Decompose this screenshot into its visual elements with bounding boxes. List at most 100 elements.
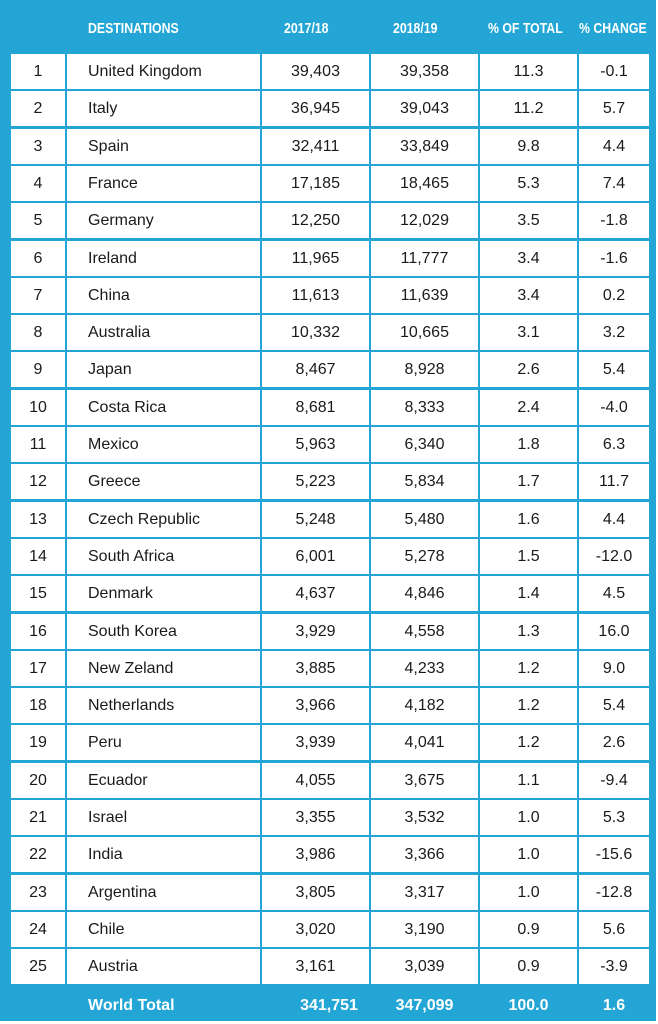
table-row: 4 France 17,185 18,465 5.3 7.4: [8, 165, 652, 201]
value-2018-19-cell: 8,928: [371, 352, 478, 388]
value-2018-19-cell: 39,043: [371, 91, 478, 127]
table-row: 6 Ireland 11,965 11,777 3.4 -1.6: [8, 240, 652, 276]
pct-total-cell: 1.0: [480, 837, 577, 873]
pct-change-cell: -1.8: [579, 203, 649, 239]
rank-cell: 2: [11, 91, 65, 127]
table-header: DESTINATIONS 2017/18 2018/19 % OF TOTAL …: [0, 0, 656, 54]
pct-change-cell: 4.4: [579, 128, 649, 164]
destination-cell: South Korea: [67, 613, 260, 649]
pct-total-cell: 1.5: [480, 538, 577, 574]
destination-cell: Spain: [67, 128, 260, 164]
destination-cell: Italy: [67, 91, 260, 127]
table-row: 1 United Kingdom 39,403 39,358 11.3 -0.1: [8, 54, 652, 89]
value-2017-18-cell: 3,929: [262, 613, 369, 649]
rank-cell: 21: [11, 800, 65, 835]
rank-cell: 13: [11, 501, 65, 537]
value-2017-18-cell: 8,681: [262, 389, 369, 425]
pct-change-cell: -3.9: [579, 949, 649, 985]
rank-cell: 5: [11, 203, 65, 239]
destination-cell: Ecuador: [67, 762, 260, 798]
table-footer-total: World Total 341,751 347,099 100.0 1.6: [0, 989, 656, 1021]
header-pct-total: % OF TOTAL: [488, 20, 563, 37]
pct-total-cell: 3.4: [480, 277, 577, 313]
value-2017-18-cell: 4,055: [262, 762, 369, 798]
value-2018-19-cell: 3,366: [371, 837, 478, 873]
destination-cell: United Kingdom: [67, 54, 260, 89]
pct-total-cell: 3.1: [480, 315, 577, 351]
table-row: 21 Israel 3,355 3,532 1.0 5.3: [8, 800, 652, 835]
value-2018-19-cell: 3,675: [371, 762, 478, 798]
value-2017-18-cell: 10,332: [262, 315, 369, 351]
destination-cell: China: [67, 277, 260, 313]
value-2018-19-cell: 12,029: [371, 203, 478, 239]
rank-cell: 6: [11, 240, 65, 276]
destination-cell: Germany: [67, 203, 260, 239]
value-2017-18-cell: 5,248: [262, 501, 369, 537]
value-2018-19-cell: 4,041: [371, 725, 478, 761]
pct-total-cell: 1.3: [480, 613, 577, 649]
rank-cell: 18: [11, 688, 65, 724]
header-destinations: DESTINATIONS: [88, 20, 179, 37]
table-row: 22 India 3,986 3,366 1.0 -15.6: [8, 837, 652, 873]
value-2017-18-cell: 8,467: [262, 352, 369, 388]
value-2017-18-cell: 3,966: [262, 688, 369, 724]
header-2017-18: 2017/18: [284, 20, 329, 37]
value-2018-19-cell: 5,834: [371, 464, 478, 500]
pct-total-cell: 9.8: [480, 128, 577, 164]
pct-total-cell: 1.7: [480, 464, 577, 500]
rank-cell: 1: [11, 54, 65, 89]
rank-cell: 10: [11, 389, 65, 425]
table-row: 16 South Korea 3,929 4,558 1.3 16.0: [8, 613, 652, 649]
total-pct-total: 100.0: [508, 997, 549, 1014]
table-row: 9 Japan 8,467 8,928 2.6 5.4: [8, 352, 652, 388]
destination-cell: Czech Republic: [67, 501, 260, 537]
pct-total-cell: 1.1: [480, 762, 577, 798]
total-2017-18: 341,751: [300, 997, 358, 1014]
rank-cell: 24: [11, 911, 65, 947]
value-2018-19-cell: 3,039: [371, 949, 478, 985]
value-2018-19-cell: 6,340: [371, 427, 478, 462]
rank-cell: 3: [11, 128, 65, 164]
total-pct-change: 1.6: [602, 997, 626, 1014]
pct-total-cell: 0.9: [480, 911, 577, 947]
table-row: 12 Greece 5,223 5,834 1.7 11.7: [8, 464, 652, 500]
value-2017-18-cell: 11,965: [262, 240, 369, 276]
destination-cell: Australia: [67, 315, 260, 351]
rank-cell: 19: [11, 725, 65, 761]
value-2017-18-cell: 39,403: [262, 54, 369, 89]
value-2017-18-cell: 3,355: [262, 800, 369, 835]
pct-change-cell: 5.4: [579, 688, 649, 724]
pct-change-cell: 4.4: [579, 501, 649, 537]
value-2017-18-cell: 6,001: [262, 538, 369, 574]
rank-cell: 25: [11, 949, 65, 985]
value-2017-18-cell: 5,223: [262, 464, 369, 500]
table-row: 10 Costa Rica 8,681 8,333 2.4 -4.0: [8, 389, 652, 425]
value-2017-18-cell: 3,161: [262, 949, 369, 985]
pct-total-cell: 1.2: [480, 650, 577, 686]
pct-total-cell: 1.8: [480, 427, 577, 462]
destination-cell: France: [67, 165, 260, 201]
pct-total-cell: 11.2: [480, 91, 577, 127]
rank-cell: 7: [11, 277, 65, 313]
pct-total-cell: 1.2: [480, 725, 577, 761]
value-2018-19-cell: 4,233: [371, 650, 478, 686]
table-row: 7 China 11,613 11,639 3.4 0.2: [8, 277, 652, 313]
destination-cell: Japan: [67, 352, 260, 388]
pct-change-cell: 5.4: [579, 352, 649, 388]
pct-change-cell: 6.3: [579, 427, 649, 462]
destination-cell: Netherlands: [67, 688, 260, 724]
table-row: 2 Italy 36,945 39,043 11.2 5.7: [8, 91, 652, 127]
value-2017-18-cell: 36,945: [262, 91, 369, 127]
table-row: 17 New Zeland 3,885 4,233 1.2 9.0: [8, 650, 652, 686]
destination-cell: Chile: [67, 911, 260, 947]
value-2018-19-cell: 10,665: [371, 315, 478, 351]
pct-total-cell: 1.0: [480, 874, 577, 910]
destination-cell: Ireland: [67, 240, 260, 276]
value-2018-19-cell: 5,278: [371, 538, 478, 574]
rank-cell: 11: [11, 427, 65, 462]
rank-cell: 9: [11, 352, 65, 388]
value-2017-18-cell: 3,805: [262, 874, 369, 910]
pct-total-cell: 3.4: [480, 240, 577, 276]
pct-total-cell: 1.0: [480, 800, 577, 835]
